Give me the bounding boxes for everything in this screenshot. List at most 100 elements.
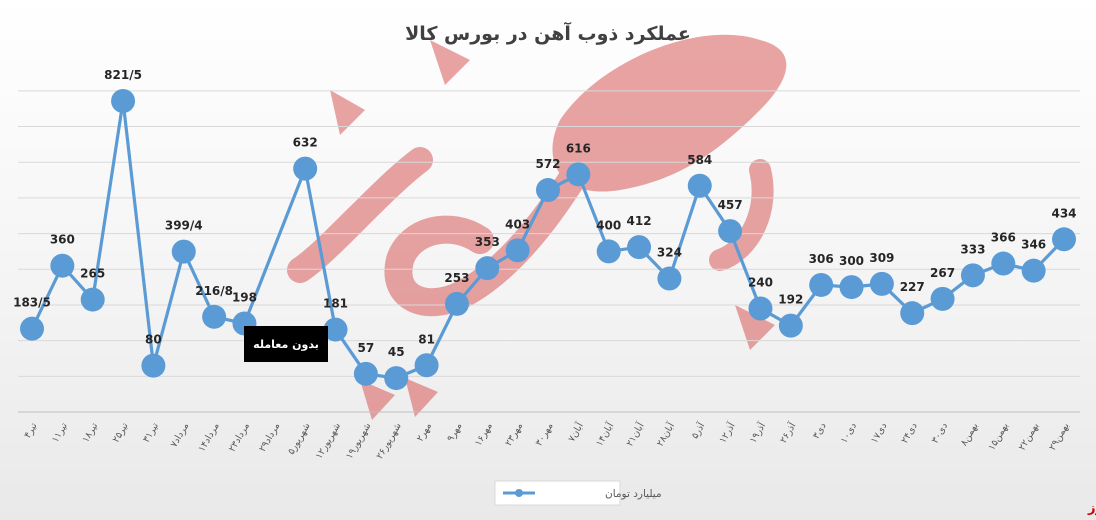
- x-tick-label: ۲۸آبان: [653, 420, 677, 449]
- data-point[interactable]: [900, 301, 925, 326]
- data-label: 183/5: [13, 296, 51, 310]
- x-tick-label: ۲۳مرداد: [227, 421, 252, 454]
- data-point[interactable]: [1021, 258, 1046, 283]
- x-tick-label: ۹مهر: [445, 421, 464, 444]
- data-point[interactable]: [869, 271, 894, 296]
- series-line: [30, 99, 1066, 380]
- data-point[interactable]: [384, 366, 409, 391]
- x-tick-label: ۳۱تیر: [141, 421, 161, 445]
- data-point[interactable]: [80, 287, 105, 312]
- data-label: 346: [1021, 238, 1046, 252]
- x-tick-label: ۳۰دی: [930, 421, 950, 445]
- data-label: 366: [991, 231, 1016, 245]
- data-label: 399/4: [165, 219, 203, 233]
- data-label: 434: [1051, 206, 1076, 220]
- x-tick-label: ۲۶آذر: [776, 420, 798, 446]
- x-tick-label: ۲۱آبان: [623, 420, 647, 449]
- data-point[interactable]: [960, 263, 985, 288]
- data-point[interactable]: [627, 235, 652, 260]
- x-tick-label: ۲۳مهر: [503, 421, 525, 448]
- x-tick-label: ۱۴مرداد: [196, 421, 221, 454]
- x-tick-label: ۲۹بهمن: [1047, 421, 1072, 452]
- data-point[interactable]: [991, 251, 1016, 276]
- data-point[interactable]: [930, 286, 955, 311]
- x-tick-label: ۱۵بهمن: [986, 421, 1011, 452]
- legend-marker-icon: [515, 489, 523, 497]
- x-axis-ticks: ۴تیر۱۱تیر۱۸تیر۲۵تیر۳۱تیر۷مرداد۱۴مرداد۲۳م…: [22, 420, 1071, 461]
- data-label: 216/8: [195, 284, 233, 298]
- data-point[interactable]: [687, 173, 712, 198]
- data-label: 572: [535, 157, 560, 171]
- data-point[interactable]: [505, 238, 530, 263]
- data-label: 821/5: [104, 68, 142, 82]
- data-point[interactable]: [475, 256, 500, 281]
- x-tick-label: ۷آبان: [565, 420, 587, 444]
- data-point[interactable]: [353, 361, 378, 386]
- data-point[interactable]: [50, 253, 75, 278]
- data-label: 333: [960, 242, 985, 256]
- data-label: 253: [444, 271, 469, 285]
- data-label: 584: [687, 153, 712, 167]
- data-point[interactable]: [566, 162, 591, 187]
- data-point[interactable]: [718, 219, 743, 244]
- data-label: 616: [566, 141, 591, 155]
- data-label: 412: [627, 214, 652, 228]
- x-tick-label: ۱۹شهریور: [344, 421, 374, 461]
- data-point[interactable]: [596, 239, 621, 264]
- data-label: 265: [80, 267, 105, 281]
- series-points: [20, 89, 1076, 391]
- x-tick-label: ۱۹آذر: [746, 420, 768, 446]
- data-label: 300: [839, 254, 864, 268]
- x-tick-label: ۸بهمن: [959, 421, 981, 448]
- x-tick-label: ۳۰مهر: [534, 421, 556, 448]
- data-point[interactable]: [171, 239, 196, 264]
- data-point[interactable]: [778, 313, 803, 338]
- x-tick-label: ۱۶مهر: [473, 421, 495, 448]
- data-point[interactable]: [1052, 227, 1076, 252]
- legend-series-name: میلیارد تومان: [605, 488, 662, 500]
- data-point[interactable]: [323, 317, 348, 342]
- data-point[interactable]: [414, 353, 439, 378]
- x-tick-label: ۷مرداد: [169, 421, 192, 449]
- data-point[interactable]: [839, 275, 864, 300]
- data-label: 400: [596, 218, 621, 232]
- data-point[interactable]: [536, 178, 560, 203]
- x-tick-label: ۱۴آبان: [592, 420, 616, 449]
- x-tick-label: ۲۶شهریور: [374, 421, 404, 461]
- data-point[interactable]: [20, 316, 44, 341]
- data-point[interactable]: [293, 156, 318, 181]
- data-point[interactable]: [141, 353, 166, 378]
- data-point[interactable]: [202, 304, 227, 329]
- x-tick-label: ۲مهر: [415, 421, 434, 444]
- no-trade-annotation-text: بدون معامله: [253, 338, 319, 351]
- x-tick-label: ۴تیر: [22, 421, 40, 441]
- data-label: 306: [809, 252, 834, 266]
- data-label: 45: [388, 345, 405, 359]
- x-tick-label: ۱۷دی: [869, 421, 889, 445]
- data-point[interactable]: [657, 266, 682, 291]
- x-tick-label: ۲۵تیر: [111, 421, 131, 445]
- x-tick-label: ۳دی: [811, 421, 829, 441]
- data-label: 81: [418, 332, 435, 346]
- data-label: 181: [323, 297, 348, 311]
- x-tick-label: ۱۸تیر: [80, 421, 100, 445]
- data-label: 240: [748, 276, 773, 290]
- gridlines: [18, 90, 1080, 413]
- data-label: 198: [232, 290, 257, 304]
- data-point[interactable]: [444, 291, 469, 316]
- data-point[interactable]: [111, 89, 136, 113]
- x-tick-label: ۱۰دی: [839, 421, 859, 445]
- data-label: 192: [778, 293, 803, 307]
- data-label: 80: [145, 333, 162, 347]
- x-tick-label: ۲۹مرداد: [257, 421, 282, 454]
- x-tick-label: ۲۲بهمن: [1017, 421, 1042, 452]
- data-label: 403: [505, 217, 530, 231]
- data-point[interactable]: [748, 296, 773, 321]
- data-label: 227: [900, 280, 925, 294]
- x-tick-label: ۵شهریور: [286, 421, 313, 457]
- data-point[interactable]: [809, 272, 834, 297]
- legend[interactable]: میلیارد تومان: [494, 480, 662, 506]
- x-tick-label: ۵آذر: [688, 420, 708, 441]
